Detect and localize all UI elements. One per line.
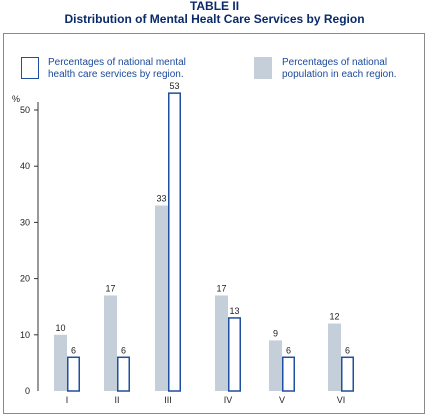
legend-label-outline-line1: Percentages of national mental — [48, 57, 186, 68]
x-tick-label: III — [164, 395, 172, 405]
y-axis-label: % — [12, 94, 20, 104]
data-label-population: 17 — [105, 283, 115, 293]
bar-population — [104, 295, 117, 391]
chart-subtitle: Distribution of Mental Healt Care Servic… — [64, 12, 365, 26]
y-tick-label: 10 — [20, 330, 30, 340]
bar-services — [67, 356, 80, 392]
bar-services — [341, 356, 354, 392]
y-tick-label: 30 — [20, 217, 30, 227]
chart-title: TABLE II — [189, 0, 240, 13]
bar-services — [117, 356, 130, 392]
data-label-population: 33 — [156, 194, 166, 204]
data-label-services: 6 — [286, 345, 291, 355]
bar-population — [269, 340, 282, 391]
data-label-services: 6 — [71, 345, 76, 355]
y-tick-label: 50 — [20, 105, 30, 115]
x-tick-label: IV — [224, 395, 233, 405]
bar-services — [282, 356, 295, 392]
data-label-services: 13 — [229, 306, 239, 316]
data-label-services: 6 — [121, 345, 126, 355]
bar-population — [54, 334, 67, 391]
bar-services — [228, 317, 241, 392]
x-tick-label: II — [114, 395, 119, 405]
legend-swatch-outline — [21, 57, 39, 79]
data-label-population: 10 — [55, 323, 65, 333]
y-tick-label: 20 — [20, 274, 30, 284]
legend-label-filled-line1: Percentages of national — [282, 57, 388, 68]
y-tick-label: 40 — [20, 161, 30, 171]
bar-services — [168, 92, 181, 392]
data-label-population: 17 — [216, 283, 226, 293]
bar-population — [328, 323, 341, 391]
bar-population — [215, 295, 228, 391]
data-label-services: 6 — [345, 345, 350, 355]
data-label-population: 9 — [273, 328, 278, 338]
chart-frame — [3, 33, 425, 414]
legend-swatch-filled — [254, 57, 272, 79]
y-tick-label: 0 — [25, 386, 30, 396]
legend-label-filled-line2: population in each region. — [282, 69, 397, 80]
x-tick-label: I — [66, 395, 69, 405]
legend-label-outline-line2: health care services by region. — [48, 69, 184, 80]
data-label-services: 53 — [169, 81, 179, 91]
bar-population — [155, 205, 168, 391]
x-tick-label: V — [279, 395, 285, 405]
data-label-population: 12 — [329, 312, 339, 322]
x-tick-label: VI — [337, 395, 346, 405]
